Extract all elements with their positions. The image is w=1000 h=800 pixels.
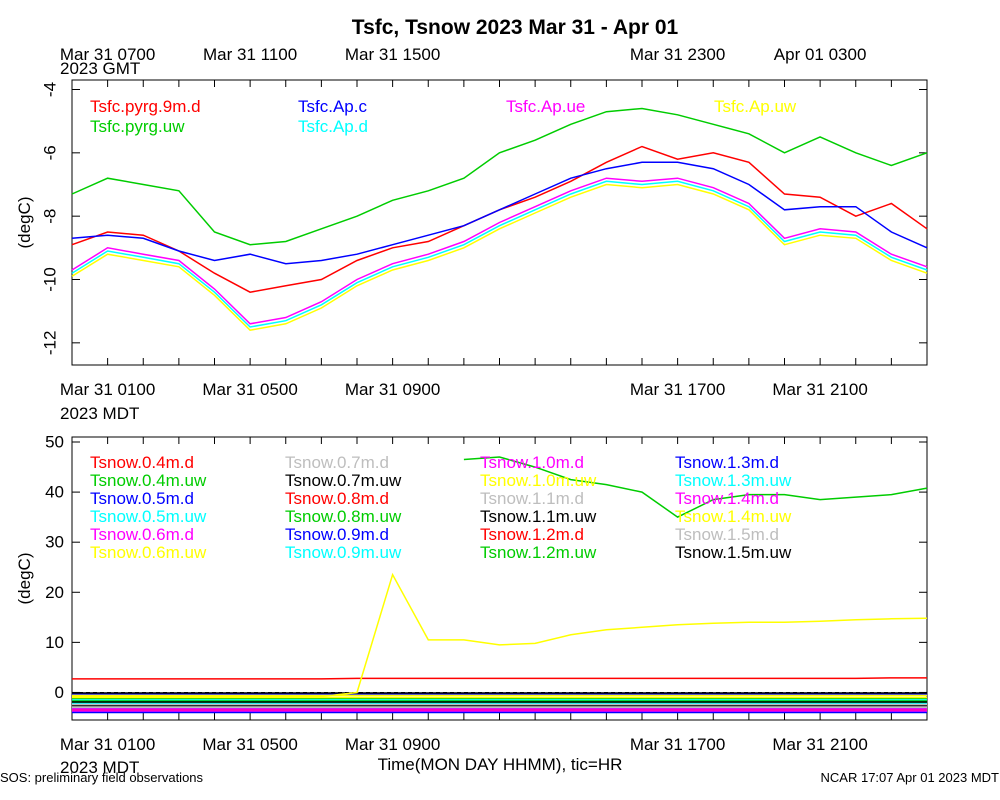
top-panel: Mar 31 0100 Mar 31 0500 Mar 31 0900 Mar 31 … (15, 45, 928, 399)
mdt-year-label: 2023 MDT (60, 404, 139, 423)
bottom-legend-entry: Tsnow.1.0m.uw (480, 471, 597, 490)
bottom-x-tick-label: Mar 31 0100 (60, 735, 155, 754)
bottom-x-tick-label: Mar 31 1700 (630, 735, 725, 754)
top-legend-entry: Tsfc.Ap.d (298, 117, 368, 136)
bottom-legend-entry: Tsnow.0.9m.uw (285, 543, 402, 562)
top-y-tick-label: -4 (41, 82, 60, 97)
top-legend-entry: Tsfc.pyrg.9m.d (90, 97, 201, 116)
bottom-legend-entry: Tsnow.0.7m.uw (285, 471, 402, 490)
bottom-y-tick-label: 20 (45, 583, 64, 602)
top-legend-entry: Tsfc.Ap.uw (714, 97, 797, 116)
bottom-y-tick-label: 30 (45, 533, 64, 552)
series-line (71, 107, 928, 246)
bottom-y-tick-label: 0 (55, 683, 64, 702)
top-x-tick-label-gmt: Mar 31 2300 (630, 45, 725, 64)
series-line (71, 177, 928, 325)
top-x-tick-label: Mar 31 0500 (202, 380, 297, 399)
bottom-panel: Mar 31 0100 Mar 31 0500 Mar 31 0900 Mar 31 … (15, 433, 928, 754)
top-x-tick-label: Mar 31 0100 (60, 380, 155, 399)
gmt-year-label: 2023 GMT (60, 59, 140, 78)
bottom-legend-entry: Tsnow.0.7m.d (285, 453, 389, 472)
top-y-tick-label: -12 (41, 331, 60, 356)
bottom-legend-entry: Tsnow.0.5m.uw (90, 507, 207, 526)
footer-right: NCAR 17:07 Apr 01 2023 MDT (821, 770, 1000, 785)
bottom-legend-entry: Tsnow.1.5m.uw (675, 543, 792, 562)
series-line (72, 572, 928, 698)
bottom-legend-entry: Tsnow.1.3m.uw (675, 471, 792, 490)
bottom-legend-entry: Tsnow.0.9m.d (285, 525, 389, 544)
mdt-year-label-bottom: 2023 MDT (60, 758, 139, 777)
top-x-tick-label: Mar 31 0900 (345, 380, 440, 399)
bottom-legend-entry: Tsnow.0.4m.d (90, 453, 194, 472)
bottom-legend-entry: Tsnow.1.4m.d (675, 489, 779, 508)
top-x-tick-label: Mar 31 2100 (772, 380, 867, 399)
series-line (71, 161, 928, 265)
bottom-legend-entry: Tsnow.1.5m.d (675, 525, 779, 544)
top-x-tick-label-gmt: Mar 31 1100 (203, 45, 297, 64)
bottom-y-axis-label: (degC) (15, 553, 34, 605)
bottom-legend-entry: Tsnow.0.5m.d (90, 489, 194, 508)
top-y-tick-label: -8 (41, 209, 60, 224)
top-y-axis-label: (degC) (15, 197, 34, 249)
chart-title: Tsfc, Tsnow 2023 Mar 31 - Apr 01 (352, 16, 679, 39)
series-line (71, 145, 928, 293)
bottom-legend-entry: Tsnow.0.6m.uw (90, 543, 207, 562)
bottom-legend-entry: Tsnow.1.2m.d (480, 525, 584, 544)
top-legend-entry: Tsfc.Ap.c (298, 97, 367, 116)
series-line (71, 183, 928, 332)
bottom-legend-entry: Tsnow.1.1m.d (480, 489, 584, 508)
bottom-legend-entry: Tsnow.0.6m.d (90, 525, 194, 544)
bottom-x-tick-label: Mar 31 0900 (345, 735, 440, 754)
bottom-y-tick-label: 40 (45, 483, 64, 502)
top-x-tick-label-gmt: Apr 01 0300 (774, 45, 867, 64)
bottom-x-tick-label: Mar 31 0500 (202, 735, 297, 754)
top-x-tick-label-gmt: Mar 31 1500 (345, 45, 440, 64)
bottom-y-tick-label: 10 (45, 633, 64, 652)
top-x-tick-label: Mar 31 1700 (630, 380, 725, 399)
bottom-legend-entry: Tsnow.0.8m.d (285, 489, 389, 508)
bottom-legend-entry: Tsnow.0.8m.uw (285, 507, 402, 526)
series-line (71, 180, 928, 328)
bottom-x-tick-label: Mar 31 2100 (772, 735, 867, 754)
footer-left: SOS: preliminary field observations (0, 770, 204, 785)
bottom-legend-entry: Tsnow.1.0m.d (480, 453, 584, 472)
top-y-tick-label: -6 (41, 145, 60, 160)
bottom-legend-entry: Tsnow.1.3m.d (675, 453, 779, 472)
bottom-legend-entry: Tsnow.1.1m.uw (480, 507, 597, 526)
bottom-legend-entry: Tsnow.1.2m.uw (480, 543, 597, 562)
top-legend-entry: Tsfc.pyrg.uw (90, 117, 185, 136)
x-axis-label: Time(MON DAY HHMM), tic=HR (378, 755, 623, 774)
series-line (72, 677, 927, 680)
series-line (463, 456, 928, 518)
top-x-tick-label-gmt: Mar 31 0700 (60, 45, 155, 64)
top-y-tick-label: -10 (41, 267, 60, 292)
bottom-y-tick-label: 50 (45, 433, 64, 452)
bottom-legend-entry: Tsnow.0.4m.uw (90, 471, 207, 490)
top-legend-entry: Tsfc.Ap.ue (506, 97, 585, 116)
bottom-legend-entry: Tsnow.1.4m.uw (675, 507, 792, 526)
